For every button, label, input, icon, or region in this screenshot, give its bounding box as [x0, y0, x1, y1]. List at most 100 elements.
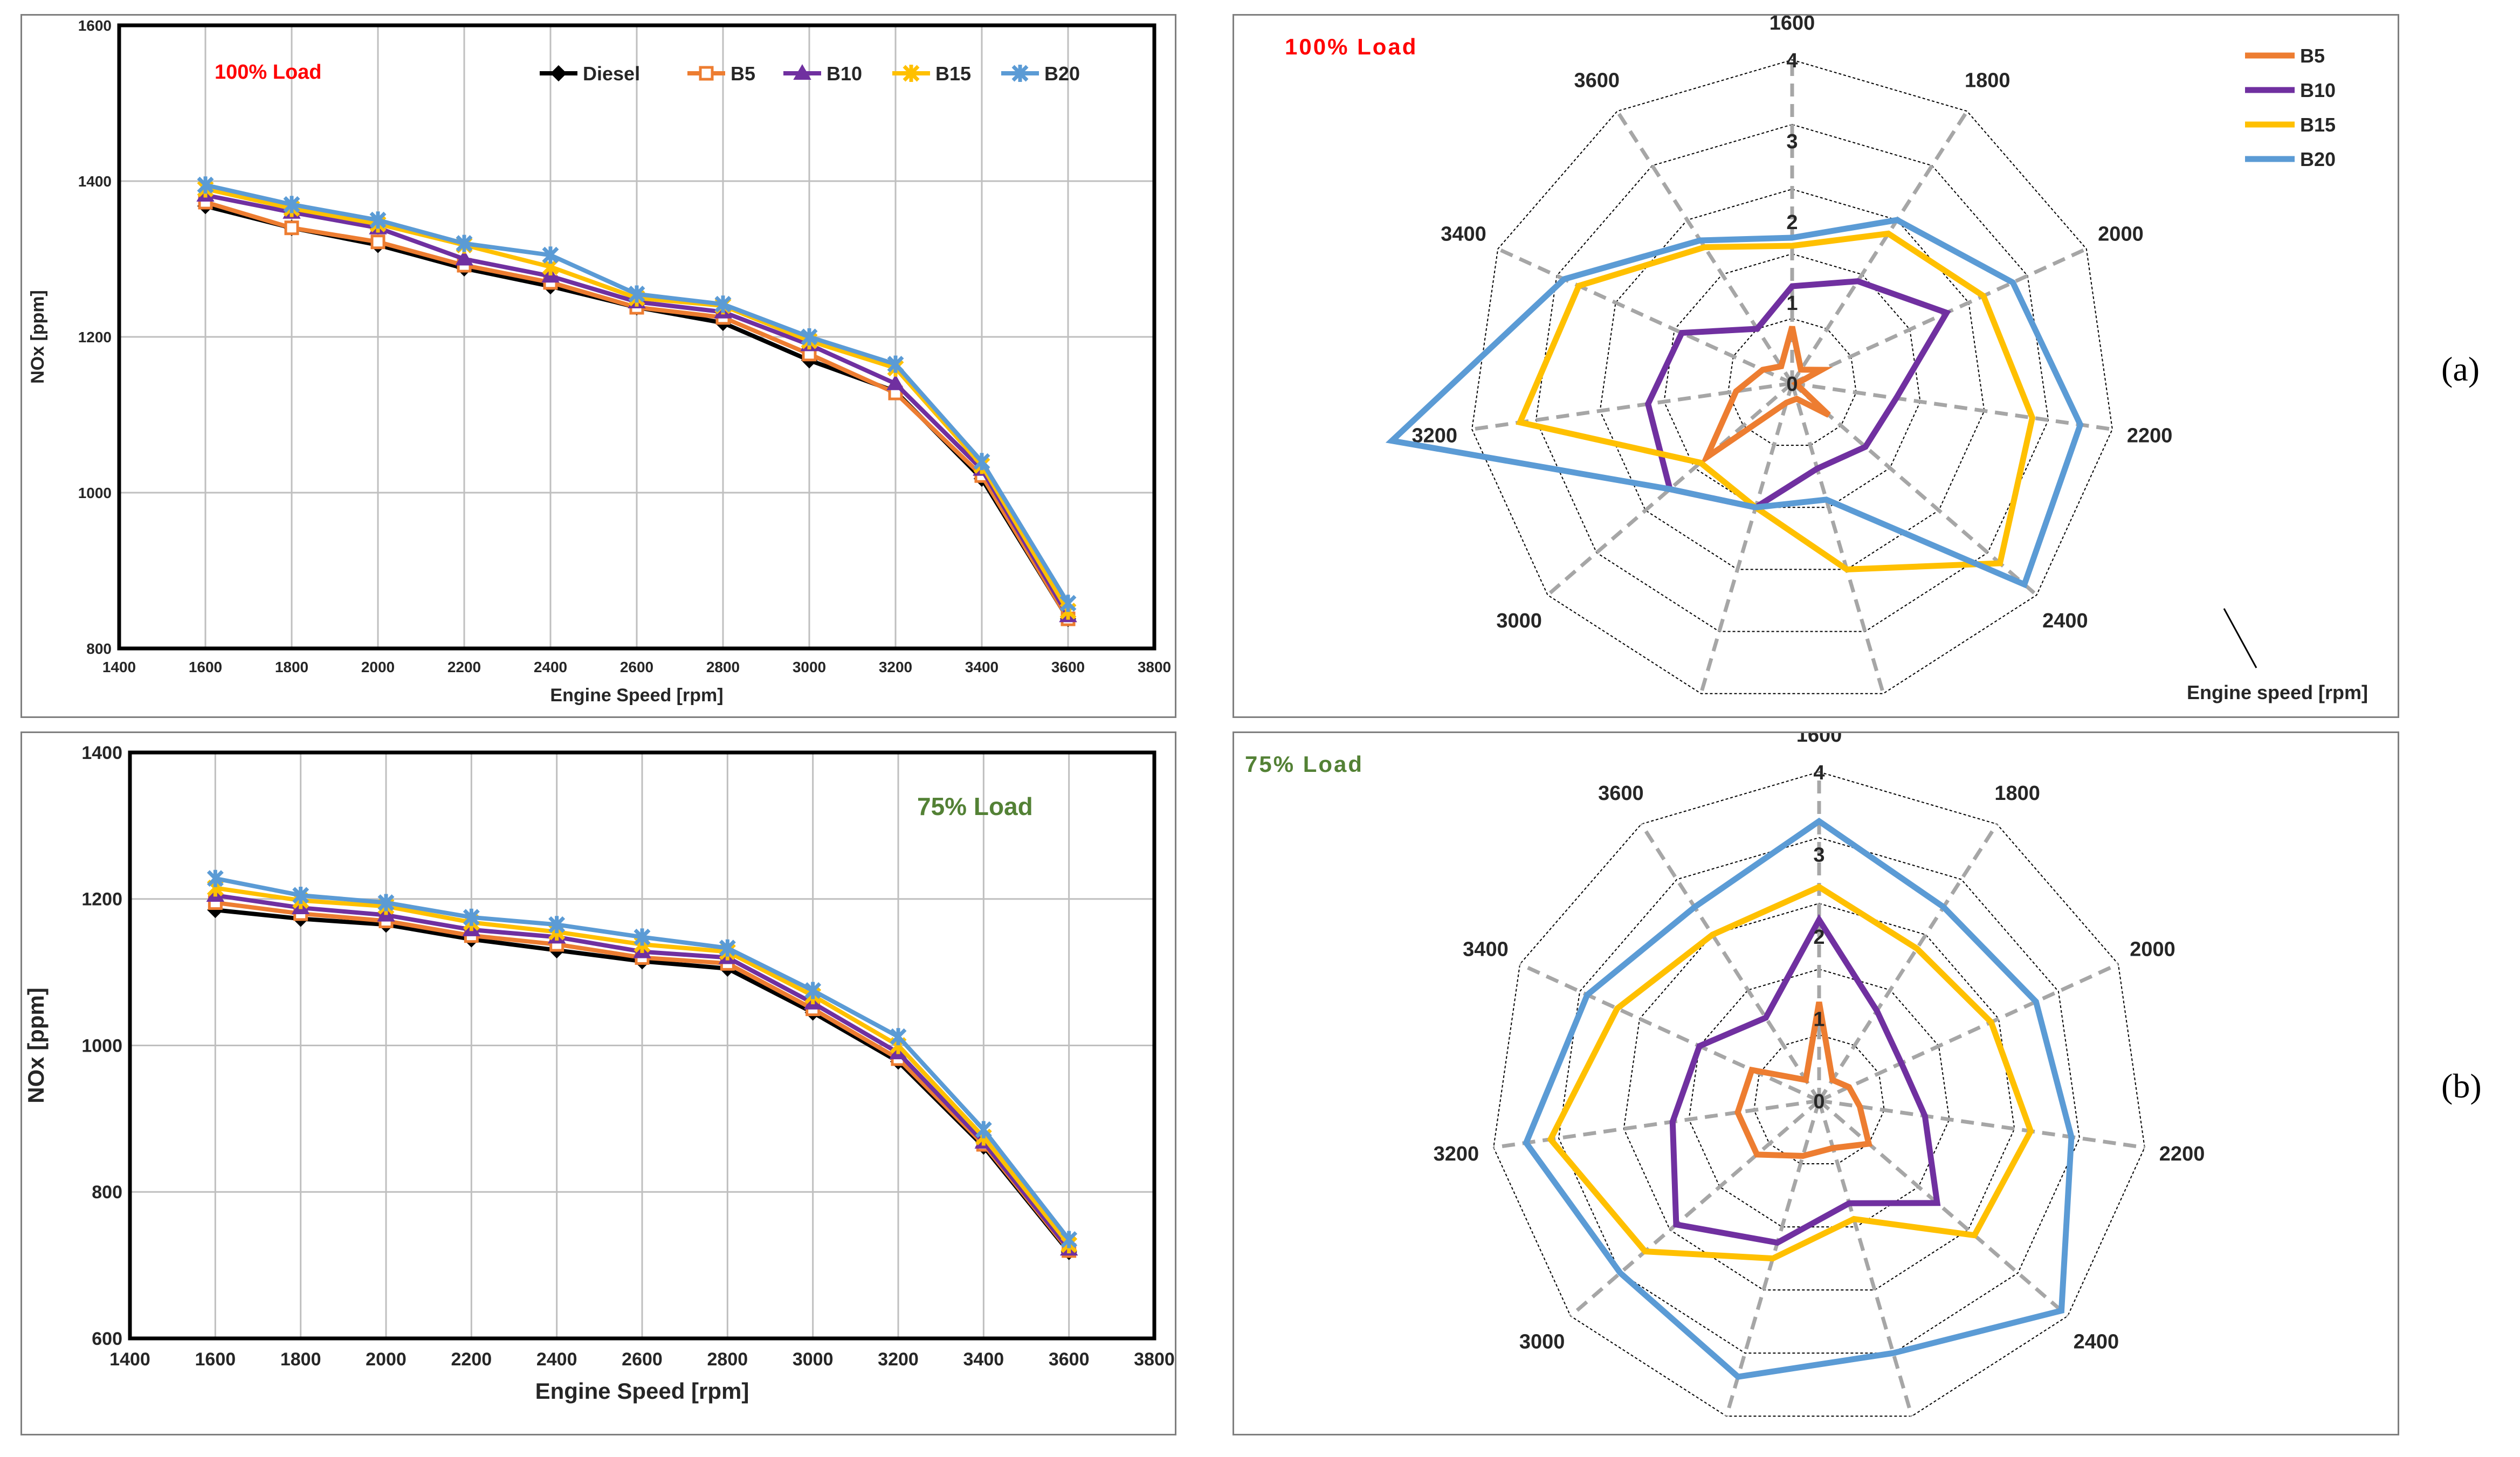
radial-tick-label: 2 [1786, 211, 1798, 234]
legend-marker-b15 [903, 65, 920, 82]
legend-item-b10: B10 [2245, 79, 2336, 101]
legend-item-b20: B20 [2245, 148, 2336, 170]
radar-category-label: 2400 [2042, 610, 2088, 632]
radar-series-b20 [1385, 217, 2084, 589]
data-point-b20 [634, 928, 651, 946]
x-tick-label: 3800 [1138, 659, 1171, 675]
radar-category-label: 1800 [1994, 782, 2040, 805]
x-tick-label: 2000 [361, 659, 395, 675]
data-point-b20 [283, 196, 300, 213]
radar-spoke [1791, 247, 2088, 385]
radar-category-label: 1800 [1965, 69, 2011, 92]
radial-tick-label: 0 [1813, 1090, 1824, 1113]
data-point-b20 [628, 285, 645, 303]
radial-tick-label: 4 [1813, 762, 1824, 784]
data-point-b20 [542, 246, 559, 264]
data-point-b20 [890, 1028, 907, 1046]
legend-item-b10: B10 [783, 63, 862, 85]
data-point-b20 [206, 869, 224, 887]
radar-chart-100-load: 1600180020002200240026002800300032003400… [1285, 16, 2368, 703]
legend-item-b15: B15 [892, 63, 971, 85]
x-tick-label: 3000 [793, 659, 826, 675]
series-b20 [197, 176, 1077, 612]
data-point-b20 [292, 886, 309, 904]
radar-category-label: 1600 [1769, 16, 1815, 34]
data-point-b20 [197, 176, 214, 194]
radar-category-label: 2400 [2074, 1330, 2119, 1353]
radar-chart-100-load-panel: 1600180020002200240026002800300032003400… [1233, 14, 2399, 718]
x-tick-label: 3800 [1134, 1349, 1175, 1370]
data-point-b20 [463, 908, 480, 926]
radar-spoke [1791, 382, 2038, 597]
legend-label-b20: B20 [2300, 148, 2336, 170]
legend-label-b20: B20 [1044, 63, 1080, 85]
radial-tick-label: 1 [1813, 1009, 1824, 1031]
radar-series-b10 [1669, 914, 1941, 1246]
radar-spoke [1569, 1099, 1821, 1318]
x-tick-label: 2600 [622, 1349, 663, 1370]
line-chart-100-load: 1400 1600 1800 2000 2200 2400 2600 2800 3000 3200… [27, 17, 1171, 706]
radar-category-label: 3600 [1598, 782, 1644, 805]
data-point-b20 [887, 355, 904, 373]
annotation-pointer [2223, 608, 2257, 668]
line-chart-75-load-panel: 1400 1600 1800 2000 2200 2400 2600 2800 3000 3200… [20, 731, 1176, 1435]
data-point-b20 [548, 916, 566, 934]
data-point-b20 [369, 211, 387, 229]
chart-title: 100% Load [1285, 34, 1417, 59]
data-point-b20 [801, 328, 818, 346]
radar-spoke [1792, 381, 2113, 431]
line-chart-100-load-panel: 1400 1600 1800 2000 2200 2400 2600 2800 3000 3200… [20, 14, 1176, 718]
x-tick-label: 2600 [620, 659, 653, 675]
chart-title: 100% Load [215, 61, 322, 84]
legend-item-b20: B20 [1001, 63, 1080, 85]
radar-category-label: 3200 [1434, 1143, 1479, 1165]
chart-title: 75% Load [917, 792, 1033, 820]
radar-category-label: 2200 [2127, 424, 2173, 447]
radar-series-b15 [1547, 883, 2034, 1262]
x-tick-label: 3200 [879, 659, 912, 675]
radial-tick-label: 0 [1786, 373, 1798, 396]
x-tick-label: 1400 [102, 659, 136, 675]
y-axis-label: NOx [ppm] [23, 988, 49, 1103]
radar-category-label: 2000 [2098, 223, 2144, 246]
radar-category-label: 3600 [1574, 69, 1620, 92]
legend-label-b5: B5 [731, 63, 755, 85]
x-tick-label: 1600 [189, 659, 222, 675]
legend-marker-b5 [699, 66, 714, 81]
radar-series-b15 [1516, 230, 2036, 572]
radar-series-b5 [1699, 326, 1833, 466]
y-axis-label: NOx [ppm] [27, 290, 48, 384]
legend-label-b10: B10 [2300, 79, 2336, 101]
x-tick-label: 3600 [1049, 1349, 1090, 1370]
y-tick-label: 800 [92, 1182, 122, 1203]
x-tick-label: 2800 [707, 1349, 748, 1370]
legend-marker-diesel [550, 65, 567, 82]
y-tick-label: 1200 [81, 889, 122, 910]
data-point-b20 [456, 234, 473, 252]
radar-grid-ring [1558, 837, 2081, 1354]
x-tick-label: 2200 [447, 659, 481, 675]
plot-area-border [117, 23, 1156, 651]
legend-item-b15: B15 [2245, 114, 2336, 136]
data-point-b20 [377, 894, 395, 912]
legend-label-b5: B5 [2300, 45, 2325, 67]
radial-tick-label: 4 [1786, 50, 1798, 72]
radar-grid-ring [1753, 1034, 1885, 1165]
data-point-b20 [804, 982, 822, 999]
x-tick-label: 1400 [109, 1349, 150, 1370]
data-point-b20 [714, 295, 732, 313]
radar-grid-ring [1471, 59, 2113, 694]
x-tick-label: 1800 [275, 659, 308, 675]
radar-grid-ring [1663, 253, 1921, 508]
radar-series-b20 [1523, 817, 2075, 1380]
y-tick-label: 600 [92, 1329, 122, 1349]
radial-tick-label: 3 [1786, 130, 1798, 153]
y-tick-label: 1200 [78, 329, 112, 346]
radar-category-label: 3000 [1496, 610, 1542, 632]
y-tick-label: 1000 [81, 1035, 122, 1056]
radar-category-label: 2000 [2130, 938, 2175, 961]
radar-category-label: 3400 [1463, 938, 1509, 961]
radar-grid-ring [1623, 902, 2015, 1291]
figure-label-a: (a) [2441, 350, 2480, 388]
legend: Diesel B5 B10 B15 B20 [540, 63, 1080, 85]
